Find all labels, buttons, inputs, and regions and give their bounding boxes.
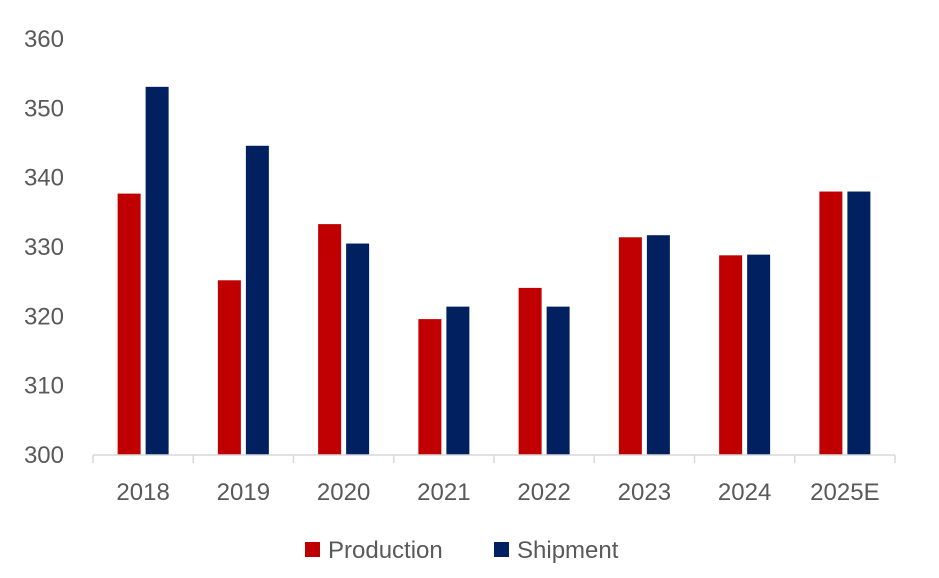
y-axis-tick-labels: 300 310 320 330 340 350 360 (24, 26, 64, 469)
bar-production-2025e (819, 191, 843, 456)
bar-production-2020 (318, 224, 342, 455)
x-tick-label: 2025E (810, 479, 879, 506)
x-axis-ticks (92, 455, 896, 463)
x-axis-tick-labels: 2018 2019 2020 2021 2022 2023 2024 2025E (116, 479, 879, 506)
legend-swatch-production (305, 542, 320, 557)
y-tick-label: 300 (24, 442, 64, 469)
bar-shipment-2024 (747, 254, 771, 455)
y-tick-label: 330 (24, 234, 64, 261)
x-tick-label: 2019 (217, 479, 270, 506)
y-tick-label: 360 (24, 26, 64, 53)
y-tick-label: 350 (24, 95, 64, 122)
bar-shipment-2025e (847, 191, 871, 456)
y-tick-label: 340 (24, 165, 64, 192)
bar-production-2022 (518, 287, 542, 455)
bar-production-2019 (217, 280, 241, 455)
legend: Production Shipment (305, 537, 619, 564)
bar-shipment-2022 (546, 306, 570, 455)
bar-production-2021 (418, 319, 442, 455)
x-tick-label: 2024 (718, 479, 771, 506)
x-tick-label: 2020 (317, 479, 370, 506)
x-tick-label: 2023 (618, 479, 671, 506)
y-tick-label: 320 (24, 303, 64, 330)
legend-swatch-shipment (494, 542, 509, 557)
bar-production-2018 (117, 193, 141, 455)
bar-shipment-2020 (346, 243, 370, 455)
y-tick-label: 310 (24, 373, 64, 400)
x-tick-label: 2021 (417, 479, 470, 506)
legend-label-production: Production (328, 537, 443, 564)
bar-shipment-2018 (145, 86, 169, 455)
bars (117, 86, 871, 456)
x-tick-label: 2018 (116, 479, 169, 506)
x-tick-label: 2022 (517, 479, 570, 506)
bar-shipment-2023 (646, 235, 670, 455)
bar-production-2023 (618, 237, 642, 455)
bar-production-2024 (719, 255, 743, 455)
legend-label-shipment: Shipment (517, 537, 619, 564)
bar-shipment-2021 (446, 306, 470, 455)
bar-shipment-2019 (245, 145, 269, 456)
